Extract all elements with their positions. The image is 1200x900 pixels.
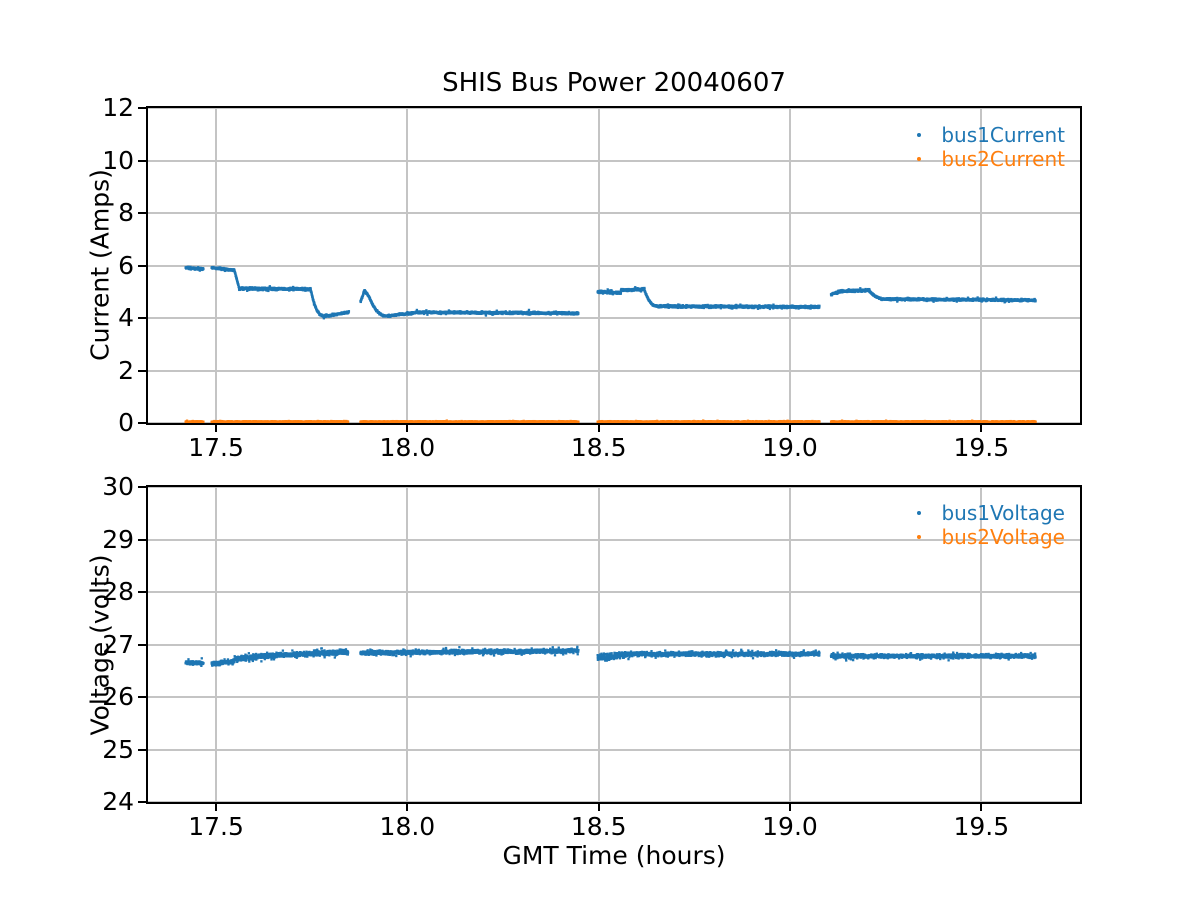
y-tick-mark	[138, 264, 146, 267]
y-tick-label: 6	[118, 250, 134, 280]
y-tick-mark	[138, 107, 146, 109]
x-tick-mark	[980, 804, 983, 811]
y-tick-label: 27	[102, 629, 134, 659]
current-subplot: bus1Current bus2Current	[146, 106, 1082, 425]
x-tick-mark	[597, 425, 600, 432]
y-tick-mark	[138, 538, 146, 541]
y-tick-mark	[138, 591, 146, 593]
y-tick-label: 30	[102, 472, 134, 501]
y-tick-mark	[138, 486, 146, 488]
x-tick-mark	[788, 804, 791, 811]
voltage-scatter-canvas	[148, 487, 1080, 802]
bus2voltage-marker-icon	[917, 535, 922, 539]
x-tick-label: 19.5	[953, 812, 1010, 841]
y-tick-mark	[138, 369, 146, 372]
bus1current-marker-icon	[917, 133, 922, 137]
voltage-legend: bus1Voltage bus2Voltage	[917, 501, 1065, 549]
legend-item-bus2voltage: bus2Voltage	[917, 525, 1065, 549]
x-tick-label: 17.5	[188, 433, 244, 462]
x-tick-mark	[406, 804, 409, 811]
legend-item-bus1current: bus1Current	[917, 123, 1065, 147]
legend-item-bus1voltage: bus1Voltage	[917, 501, 1065, 525]
y-tick-label: 2	[118, 355, 134, 385]
x-tick-mark	[215, 425, 218, 432]
x-tick-label: 19.0	[762, 812, 818, 841]
x-axis-label: GMT Time (hours)	[502, 841, 726, 870]
y-tick-label: 8	[118, 198, 134, 227]
y-tick-label: 0	[118, 408, 134, 437]
x-tick-label: 18.5	[570, 812, 627, 841]
y-tick-mark	[138, 422, 146, 424]
x-tick-label: 18.0	[379, 812, 436, 841]
y-tick-label: 29	[102, 524, 134, 554]
x-tick-label: 17.5	[188, 812, 244, 841]
x-tick-mark	[215, 804, 218, 811]
y-tick-label: 4	[118, 303, 134, 332]
y-tick-mark	[138, 643, 146, 646]
y-tick-mark	[138, 317, 146, 319]
chart-title: SHIS Bus Power 20040607	[442, 68, 786, 98]
x-tick-label: 19.0	[762, 433, 818, 462]
y-tick-mark	[138, 212, 146, 214]
x-tick-mark	[406, 425, 409, 432]
y-tick-mark	[138, 696, 146, 698]
legend-label-bus1current: bus1Current	[941, 123, 1065, 147]
bus2current-marker-icon	[917, 157, 922, 161]
x-tick-label: 19.5	[953, 433, 1010, 462]
legend-label-bus1voltage: bus1Voltage	[941, 501, 1065, 525]
y-tick-label: 25	[102, 734, 134, 764]
current-legend: bus1Current bus2Current	[917, 123, 1065, 171]
y-tick-label: 10	[102, 145, 134, 175]
x-tick-mark	[597, 804, 600, 811]
x-tick-mark	[788, 425, 791, 432]
legend-item-bus2current: bus2Current	[917, 147, 1065, 171]
y-tick-label: 12	[102, 93, 134, 122]
legend-label-bus2current: bus2Current	[941, 147, 1065, 171]
y-tick-label: 26	[102, 682, 134, 711]
y-tick-mark	[138, 801, 146, 803]
y-tick-mark	[138, 159, 146, 162]
x-tick-label: 18.0	[379, 433, 436, 462]
x-tick-mark	[980, 425, 983, 432]
current-scatter-canvas	[148, 108, 1080, 423]
y-tick-label: 28	[102, 577, 134, 606]
legend-label-bus2voltage: bus2Voltage	[941, 525, 1065, 549]
x-tick-label: 18.5	[570, 433, 627, 462]
voltage-subplot: bus1Voltage bus2Voltage	[146, 485, 1082, 804]
bus1voltage-marker-icon	[917, 511, 922, 515]
y-tick-label: 24	[102, 787, 134, 816]
y-tick-mark	[138, 748, 146, 751]
